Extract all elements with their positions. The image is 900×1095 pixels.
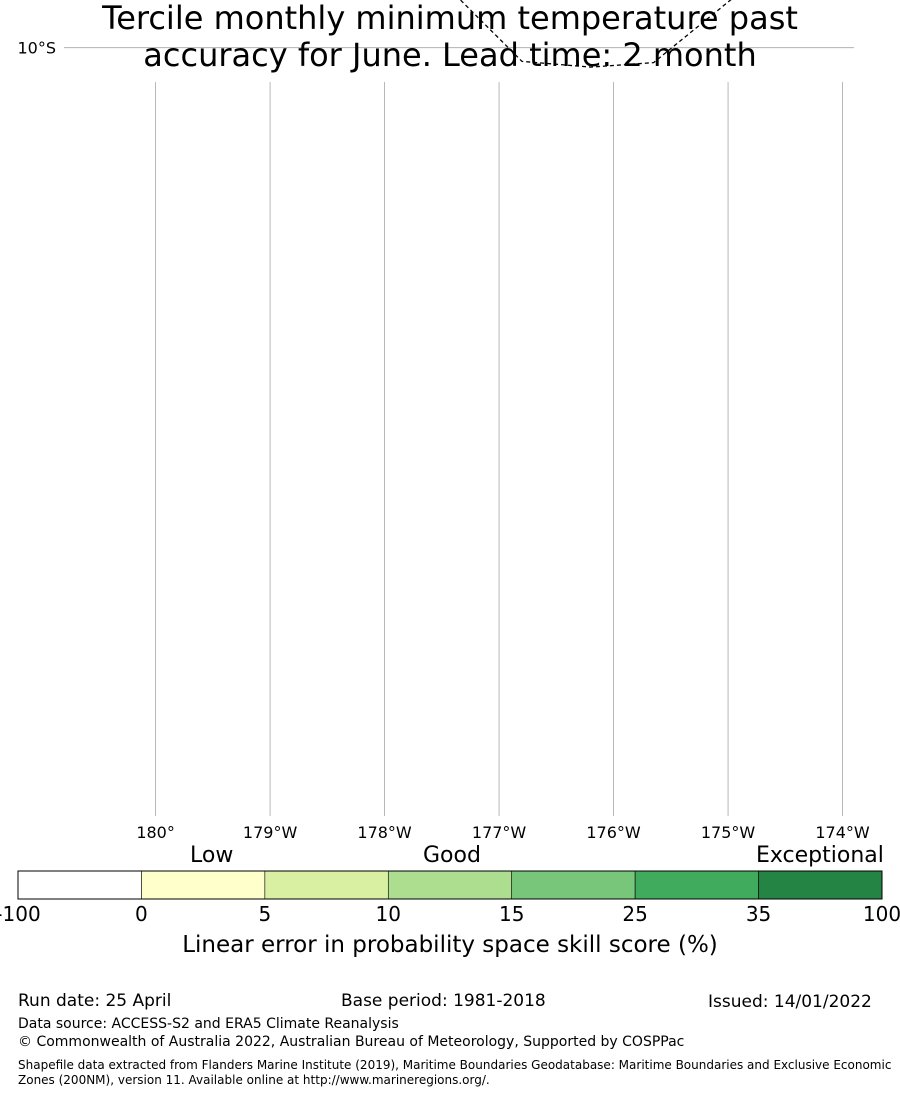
shapefile-credit: Shapefile data extracted from Flanders M… bbox=[18, 1058, 892, 1087]
issued-date: Issued: 14/01/2022 bbox=[708, 992, 872, 1012]
map-title-line-1: Tercile monthly minimum temperature past bbox=[102, 0, 798, 37]
colorbar-segment bbox=[758, 870, 883, 900]
colorbar-tick-label: 15 bbox=[498, 902, 525, 926]
graticule-lines bbox=[64, 47, 854, 816]
run-date: Run date: 25 April bbox=[18, 991, 172, 1011]
colorbar-tick-label: -100 bbox=[0, 902, 41, 926]
colorbar-segment bbox=[264, 870, 389, 900]
data-source: Data source: ACCESS-S2 and ERA5 Climate … bbox=[18, 1016, 399, 1032]
copyright-notice: © Commonwealth of Australia 2022, Austra… bbox=[18, 1034, 685, 1050]
colorbar-title: Linear error in probability space skill … bbox=[182, 932, 718, 958]
colorbar-segment bbox=[511, 870, 636, 900]
lon-tick-label: 174°W bbox=[815, 823, 870, 842]
colorbar-segment bbox=[634, 870, 759, 900]
map-title: Tercile monthly minimum temperature past… bbox=[0, 0, 900, 74]
lon-tick-label: 177°W bbox=[472, 823, 527, 842]
colorbar-tick-label: 35 bbox=[745, 902, 772, 926]
colorbar-tick-label: 100 bbox=[862, 902, 900, 926]
lon-tick-label: 176°W bbox=[586, 823, 641, 842]
colorbar-tick-label: 0 bbox=[135, 902, 148, 926]
eez-boundary bbox=[459, 0, 732, 68]
lon-tick-label: 179°W bbox=[243, 823, 298, 842]
colorbar-tick-label: 25 bbox=[622, 902, 648, 926]
eez-boundary-line bbox=[459, 0, 732, 68]
base-period: Base period: 1981-2018 bbox=[341, 991, 546, 1011]
skill-score-map: 180°179°W178°W177°W176°W175°W174°W10°S11… bbox=[17, 0, 883, 900]
colorbar-label-low: Low bbox=[190, 843, 234, 868]
lon-tick-label: 175°W bbox=[701, 823, 756, 842]
colorbar-segment bbox=[387, 870, 513, 900]
colorbar-tick-label: 5 bbox=[258, 902, 272, 926]
lat-tick-label: 10°S bbox=[17, 39, 56, 58]
lon-tick-label: 178°W bbox=[357, 823, 412, 842]
colorbar-tick-label: 10 bbox=[375, 902, 402, 926]
lon-tick-label: 180° bbox=[136, 823, 175, 842]
colorbar-segment bbox=[17, 870, 142, 900]
colorbar bbox=[17, 870, 883, 900]
map-title-line-2: accuracy for June. Lead time: 2 month bbox=[143, 36, 757, 74]
colorbar-label-good: Good bbox=[423, 843, 481, 868]
axis-tick-labels: 180°179°W178°W177°W176°W175°W174°W10°S11… bbox=[17, 39, 870, 842]
colorbar-segment bbox=[141, 870, 266, 900]
colorbar-label-exceptional: Exceptional bbox=[756, 843, 884, 868]
